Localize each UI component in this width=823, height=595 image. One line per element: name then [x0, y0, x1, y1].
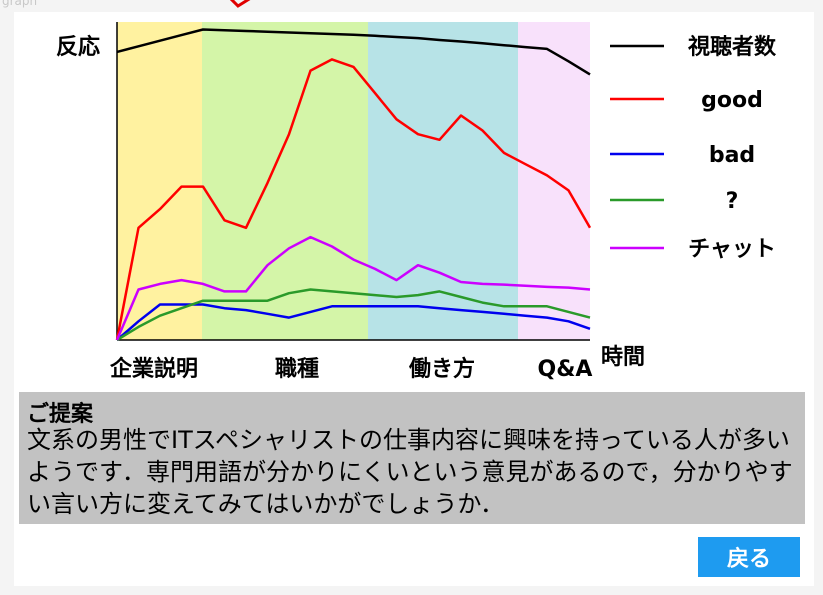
- series-lines: [115, 28, 592, 342]
- series-line-good: [115, 58, 592, 341]
- y-axis-label: 反応: [56, 34, 100, 60]
- proposal-box: ご提案 文系の男性でITスペシャリストの仕事内容に興味を持っている人が多いようで…: [19, 392, 805, 524]
- series-line-viewers: [116, 28, 591, 76]
- axes: [116, 22, 590, 341]
- legend-label-good: good: [701, 88, 763, 113]
- page-label: graph: [2, 0, 38, 8]
- series-line-chat: [115, 235, 591, 341]
- legend-label-viewers: 視聴者数: [688, 34, 777, 60]
- proposal-title: ご提案: [27, 402, 94, 427]
- legend-label-question: ?: [726, 189, 739, 214]
- segment-bg-1: [117, 22, 202, 340]
- segment-bg-2: [202, 22, 368, 340]
- x-axis-label: 時間: [601, 345, 645, 370]
- red-check-mark-icon: [229, 0, 251, 8]
- segment-label-4: Q&A: [538, 357, 593, 382]
- segment-bg-3: [368, 22, 518, 340]
- legend-label-bad: bad: [709, 143, 755, 168]
- proposal-body: 文系の男性でITスペシャリストの仕事内容に興味を持っている人が多いようです．専門…: [27, 426, 793, 518]
- legend-label-chat: チャット: [688, 237, 776, 262]
- series-line-question: [116, 288, 591, 342]
- segment-label-3: 働き方: [408, 356, 475, 382]
- segment-label-1: 企業説明: [109, 356, 198, 382]
- segment-label-2: 職種: [275, 356, 319, 382]
- back-button[interactable]: 戻る: [698, 537, 800, 577]
- legend: 視聴者数 good bad? チャット: [610, 34, 777, 262]
